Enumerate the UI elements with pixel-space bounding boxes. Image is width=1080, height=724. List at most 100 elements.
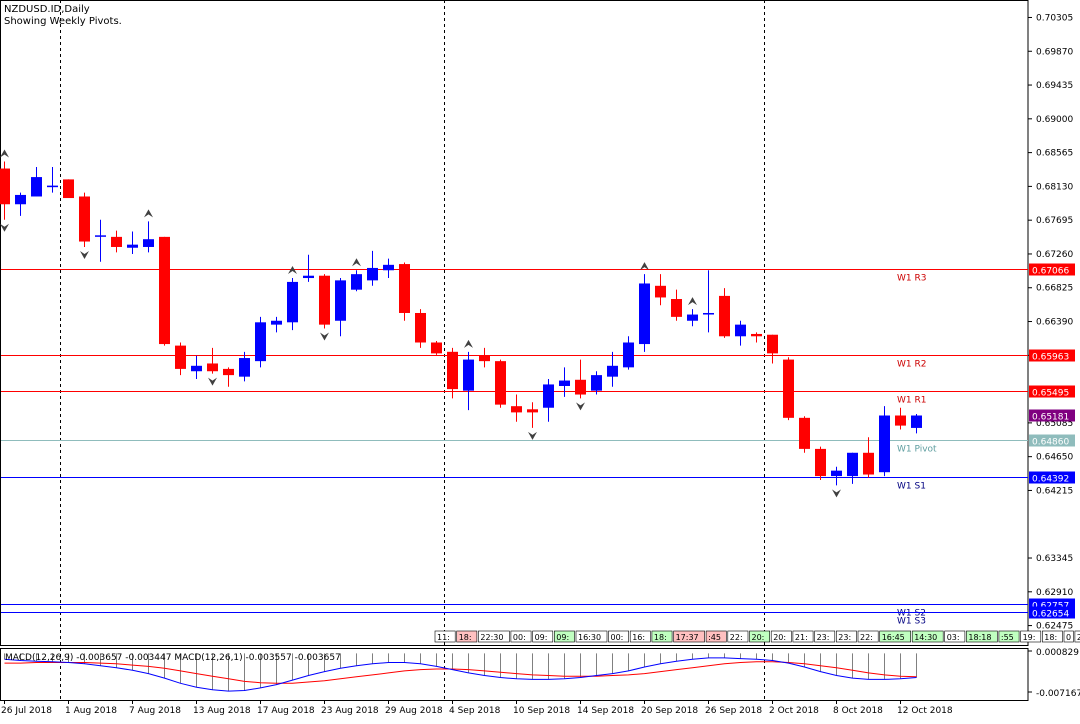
session-time-label: 18:: [1044, 633, 1057, 642]
price-axis-tick-label: 0.65085: [1036, 419, 1073, 429]
candle-body-bull: [911, 415, 922, 428]
candle-body-bull: [127, 244, 138, 248]
candle-body-bear: [399, 264, 410, 313]
macd-axis-top-label: 0.000829: [1036, 648, 1079, 658]
price-axis-tick-label: 0.62910: [1036, 588, 1073, 598]
macd-axis-bottom-label: -0.007167: [1036, 689, 1080, 699]
candle-body-bull: [255, 322, 266, 362]
session-time-box: [835, 630, 857, 643]
session-time-box: [1020, 630, 1042, 643]
candle-body-bear: [767, 334, 778, 354]
candle-body-bear: [495, 361, 506, 405]
candle-body-bull: [47, 185, 58, 188]
pivot-price-tag-text: 0.64860: [1032, 438, 1069, 448]
session-time-label: 09:: [556, 633, 569, 642]
pivot-price-tag-text: 0.65495: [1032, 389, 1069, 399]
candle-body-bear: [527, 409, 538, 413]
session-time-label: 0: [1066, 633, 1071, 642]
macd-signal-line: [4, 661, 917, 684]
time-axis-label: 26 Jul 2018: [1, 706, 52, 716]
session-time-label: 03:: [947, 633, 960, 642]
pivot-price-tag: [1029, 385, 1075, 398]
candle-body-bear: [111, 236, 122, 247]
candle-body-bull: [367, 267, 378, 281]
candle-body-bull: [271, 320, 282, 325]
session-time-box: [1063, 630, 1074, 643]
session-time-label: 16:30: [578, 633, 601, 642]
macd-plot-frame: [0, 648, 1029, 701]
session-time-label: 18:: [459, 633, 472, 642]
pivot-price-tag: [1029, 434, 1075, 447]
session-time-box: [792, 630, 814, 643]
candle-body-bull: [463, 359, 474, 391]
chart-symbol-title: NZDUSD.ID,Daily: [4, 4, 90, 15]
macd-main-line: [4, 657, 917, 692]
session-time-box: [608, 630, 630, 643]
fractal-up-arrow: [352, 258, 361, 267]
main-plot-frame: [0, 0, 1029, 646]
pivot-level-label: W1 R2: [897, 360, 926, 370]
session-time-box: [456, 630, 478, 643]
candle-body-bear: [799, 417, 810, 449]
current-price-tag: [1029, 409, 1075, 422]
candle-body-bull: [687, 314, 698, 321]
candle-body-bull: [607, 365, 618, 377]
price-axis-tick-label: 0.68130: [1036, 182, 1073, 192]
candle-body-bear: [175, 345, 186, 369]
session-time-box: [911, 630, 944, 643]
session-time-box: [857, 630, 879, 643]
price-axis-tick-label: 0.63345: [1036, 554, 1073, 564]
pivot-price-tag-text: 0.65963: [1032, 353, 1069, 363]
candle-body-bear: [0, 168, 10, 205]
candle-body-bull: [383, 264, 394, 271]
candle-body-bull: [847, 452, 858, 477]
candle-body-bear: [447, 351, 458, 390]
session-time-label: 22:30: [480, 633, 503, 642]
candle-body-bear: [783, 359, 794, 418]
candle-body-bull: [543, 384, 554, 408]
fractal-up-arrow: [144, 209, 153, 218]
candle-body-bear: [63, 179, 74, 199]
session-time-box: [629, 630, 651, 643]
candle-body-bull: [831, 470, 842, 477]
pivot-level-label: W1 S1: [897, 482, 926, 492]
time-axis-label: 17 Aug 2018: [257, 706, 315, 716]
candle-body-bear: [159, 236, 170, 345]
price-axis-tick-label: 0.70305: [1036, 13, 1073, 23]
session-time-label: 16:45: [882, 633, 905, 642]
pivot-level-label: W1 S2: [897, 609, 926, 619]
session-time-label: 18:18: [968, 633, 991, 642]
price-axis-tick-label: 0.64215: [1036, 486, 1073, 496]
price-axis-tick-label: 0.68565: [1036, 149, 1073, 159]
candle-body-bear: [863, 452, 874, 475]
session-time-label: :45: [708, 633, 721, 642]
pivot-level-label: W1 Pivot: [897, 445, 937, 455]
candle-body-bull: [239, 358, 250, 377]
session-time-box: [1074, 630, 1080, 643]
price-axis-tick-label: 0.69435: [1036, 81, 1073, 91]
candle-body-bull: [703, 312, 714, 315]
price-axis-tick-label: 0.64650: [1036, 453, 1073, 463]
session-time-box: [879, 630, 912, 643]
session-time-box: [673, 630, 705, 643]
time-axis-label: 7 Aug 2018: [129, 706, 181, 716]
session-time-label: 00:: [611, 633, 624, 642]
time-axis-label: 14 Sep 2018: [577, 706, 634, 716]
session-time-box: [478, 630, 510, 643]
session-time-box: [532, 630, 554, 643]
session-time-box: [770, 630, 792, 643]
session-time-label: 23:: [838, 633, 851, 642]
candle-body-bull: [95, 235, 106, 237]
session-time-label: 20:: [752, 633, 765, 642]
time-axis-label: 23 Aug 2018: [321, 706, 379, 716]
pivot-price-tag-text: 0.67066: [1032, 267, 1069, 277]
pivot-level-label: W1 S3: [897, 617, 926, 627]
candle-body-bear: [895, 415, 906, 426]
fractal-up-arrow: [688, 297, 697, 306]
candle-body-bull: [287, 281, 298, 323]
candle-body-bull: [623, 342, 634, 368]
candle-body-bull: [31, 177, 42, 197]
session-time-label: 18:: [654, 633, 667, 642]
